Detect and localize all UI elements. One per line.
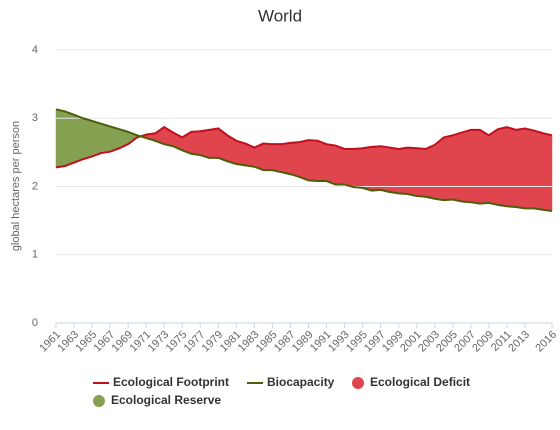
deficit-area bbox=[398, 147, 408, 195]
deficit-area bbox=[353, 148, 363, 189]
deficit-area bbox=[263, 143, 273, 171]
deficit-area bbox=[362, 146, 372, 191]
deficit-area bbox=[506, 126, 517, 208]
deficit-area bbox=[290, 141, 300, 178]
legend-swatch bbox=[352, 377, 364, 389]
deficit-area bbox=[407, 147, 417, 197]
deficit-area bbox=[209, 128, 219, 159]
y-tick-label: 0 bbox=[32, 317, 38, 329]
deficit-area bbox=[416, 148, 426, 198]
deficit-area bbox=[497, 126, 508, 207]
deficit-area bbox=[371, 145, 381, 191]
reserve-area bbox=[64, 111, 75, 167]
deficit-area bbox=[272, 143, 282, 173]
y-tick-label: 2 bbox=[32, 180, 38, 192]
chart-title: World bbox=[258, 6, 302, 25]
reserve-area bbox=[82, 117, 93, 160]
deficit-area bbox=[308, 139, 318, 182]
y-axis-label: global hectares per person bbox=[10, 121, 22, 251]
deficit-area bbox=[335, 145, 345, 185]
deficit-area bbox=[515, 128, 526, 209]
deficit-area bbox=[461, 129, 472, 203]
x-tick-label: 2016 bbox=[533, 329, 559, 355]
deficit-area bbox=[542, 132, 553, 212]
reserve-area bbox=[91, 120, 102, 157]
series-line bbox=[55, 125, 553, 169]
deficit-area bbox=[200, 129, 210, 159]
deficit-area bbox=[344, 148, 354, 188]
y-tick-label: 3 bbox=[32, 112, 38, 124]
legend: Ecological Footprint Biocapacity Ecologica… bbox=[93, 375, 470, 407]
deficit-area bbox=[380, 145, 390, 193]
series-line bbox=[55, 108, 553, 213]
deficit-area bbox=[533, 130, 544, 210]
legend-label: Ecological Reserve bbox=[111, 393, 221, 407]
legend-swatch bbox=[93, 395, 105, 407]
deficit-area bbox=[299, 139, 309, 181]
reserve-area bbox=[73, 114, 84, 163]
deficit-area bbox=[317, 140, 327, 182]
deficit-area bbox=[326, 143, 336, 185]
areas bbox=[55, 109, 553, 212]
deficit-area bbox=[443, 134, 454, 201]
y-tick-label: 4 bbox=[32, 44, 38, 56]
deficit-area bbox=[479, 129, 490, 204]
deficit-area bbox=[434, 136, 445, 201]
deficit-area bbox=[281, 142, 291, 175]
legend-label: Biocapacity bbox=[267, 375, 335, 389]
y-tick-label: 1 bbox=[32, 249, 38, 261]
legend-label: Ecological Deficit bbox=[370, 375, 470, 389]
deficit-area bbox=[191, 130, 201, 156]
deficit-area bbox=[236, 140, 246, 166]
legend-label: Ecological Footprint bbox=[113, 375, 229, 389]
deficit-area bbox=[452, 132, 463, 202]
deficit-area bbox=[425, 144, 436, 200]
deficit-area bbox=[470, 129, 481, 204]
deficit-area bbox=[488, 128, 499, 206]
reserve-area bbox=[100, 123, 111, 154]
deficit-area bbox=[524, 128, 535, 209]
x-tick-label: 2013 bbox=[506, 329, 532, 355]
